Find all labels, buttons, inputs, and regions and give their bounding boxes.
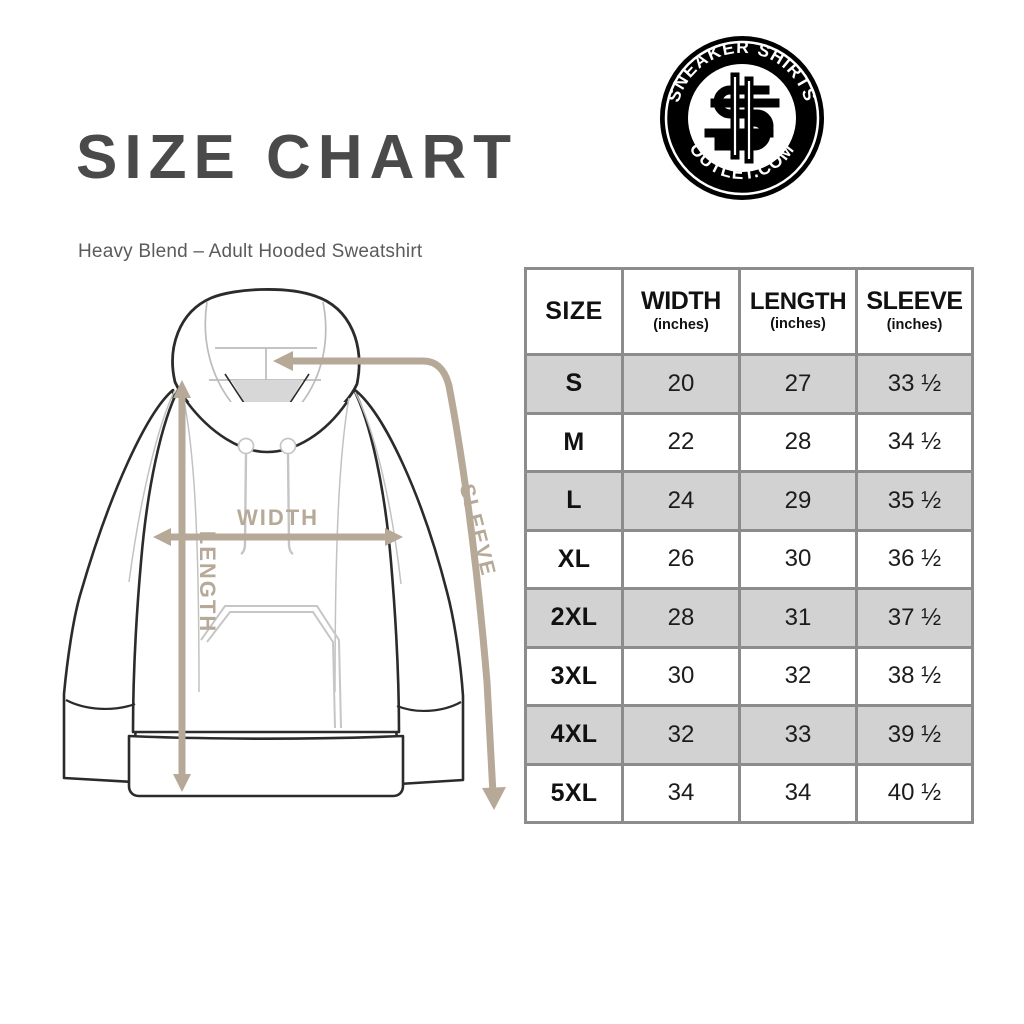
row-length-value: 28 [784,428,812,456]
column-header-length-units: (inches) [770,316,826,333]
row-width: 34 [621,762,741,824]
row-length: 33 [738,704,858,766]
row-size: L [524,470,624,532]
column-header-length-label: LENGTH [749,287,847,315]
row-length: 29 [738,470,858,532]
size-table: SIZE WIDTH (inches) LENGTH (inches) SLEE… [524,267,974,824]
row-length-value: 34 [784,779,812,807]
row-sleeve-value: 37 ½ [887,603,942,631]
drawstrings [237,437,297,556]
row-sleeve: 36 ½ [855,528,974,590]
row-sleeve-value: 40 ½ [887,779,942,807]
column-header-sleeve-units: (inches) [886,316,943,333]
row-size: 4XL [524,704,624,766]
row-length-value: 30 [784,545,812,573]
row-length: 27 [738,353,858,415]
column-header-length: LENGTH (inches) [738,267,858,356]
brand-logo: SNEAKER SHIRTS OUTLET.COM [657,33,827,203]
row-sleeve: 39 ½ [855,704,974,766]
table-row: 3XL 30 32 38 ½ [524,645,974,707]
row-length-value: 33 [784,720,812,748]
width-arrow [153,528,403,546]
page-title: SIZE CHART [76,123,518,192]
row-sleeve-value: 36 ½ [887,545,942,573]
row-width: 26 [621,528,741,590]
row-length-value: 31 [784,603,812,631]
row-width: 22 [621,411,741,473]
page-subtitle: Heavy Blend – Adult Hooded Sweatshirt [78,241,423,262]
row-length-value: 29 [784,486,812,514]
row-length: 34 [738,762,858,824]
row-width: 20 [621,353,741,415]
row-width-value: 22 [667,428,695,456]
table-row: L 24 29 35 ½ [524,470,974,532]
table-row: S 20 27 33 ½ [524,353,974,415]
hooded-sweatshirt-diagram: WIDTH LENGTH SLEEVE [55,262,525,832]
row-width-value: 20 [667,369,695,397]
width-label: WIDTH [237,505,319,530]
row-width-value: 28 [667,603,695,631]
row-width: 24 [621,470,741,532]
row-length: 31 [738,587,858,649]
length-label: LENGTH [195,531,220,633]
row-width-value: 26 [667,545,695,573]
row-length-value: 32 [784,662,812,690]
sleeve-label: SLEEVE [455,482,500,580]
column-header-size: SIZE [524,267,624,356]
row-width-value: 32 [667,720,695,748]
row-length: 30 [738,528,858,590]
column-header-width: WIDTH (inches) [621,267,741,356]
row-size-value: 5XL [550,778,598,807]
row-sleeve-value: 38 ½ [887,662,942,690]
length-arrow [173,380,191,792]
row-size: 5XL [524,762,624,824]
row-width-value: 30 [667,662,695,690]
row-sleeve: 35 ½ [855,470,974,532]
row-size-value: L [566,486,582,515]
table-row: 5XL 34 34 40 ½ [524,762,974,824]
row-size-value: M [563,427,585,456]
row-length: 32 [738,645,858,707]
row-width-value: 24 [667,486,695,514]
row-width: 28 [621,587,741,649]
table-row: 4XL 32 33 39 ½ [524,704,974,766]
row-size: 3XL [524,645,624,707]
row-sleeve: 37 ½ [855,587,974,649]
row-size: 2XL [524,587,624,649]
row-sleeve-value: 39 ½ [887,720,942,748]
row-width: 32 [621,704,741,766]
row-size-value: 3XL [550,661,598,690]
row-width-value: 34 [667,779,695,807]
row-sleeve: 40 ½ [855,762,974,824]
row-size-value: 2XL [550,603,598,632]
row-size: S [524,353,624,415]
row-size-value: 4XL [550,720,598,749]
row-size-value: S [565,369,583,398]
table-row: XL 26 30 36 ½ [524,528,974,590]
row-length: 28 [738,411,858,473]
row-sleeve: 38 ½ [855,645,974,707]
column-header-size-label: SIZE [545,297,603,325]
row-length-value: 27 [784,369,812,397]
table-row: M 22 28 34 ½ [524,411,974,473]
row-sleeve-value: 34 ½ [887,428,942,456]
row-size: XL [524,528,624,590]
column-header-width-label: WIDTH [641,287,721,316]
row-size: M [524,411,624,473]
row-sleeve: 33 ½ [855,353,974,415]
table-row: 2XL 28 31 37 ½ [524,587,974,649]
row-sleeve-value: 33 ½ [887,369,942,397]
table-header-row: SIZE WIDTH (inches) LENGTH (inches) SLEE… [524,267,974,356]
row-width: 30 [621,645,741,707]
row-sleeve-value: 35 ½ [887,486,942,514]
column-header-sleeve: SLEEVE (inches) [855,267,974,356]
column-header-width-units: (inches) [653,316,709,333]
column-header-sleeve-label: SLEEVE [866,287,963,316]
row-sleeve: 34 ½ [855,411,974,473]
sleeve-arrow [287,357,497,795]
row-size-value: XL [557,544,591,573]
